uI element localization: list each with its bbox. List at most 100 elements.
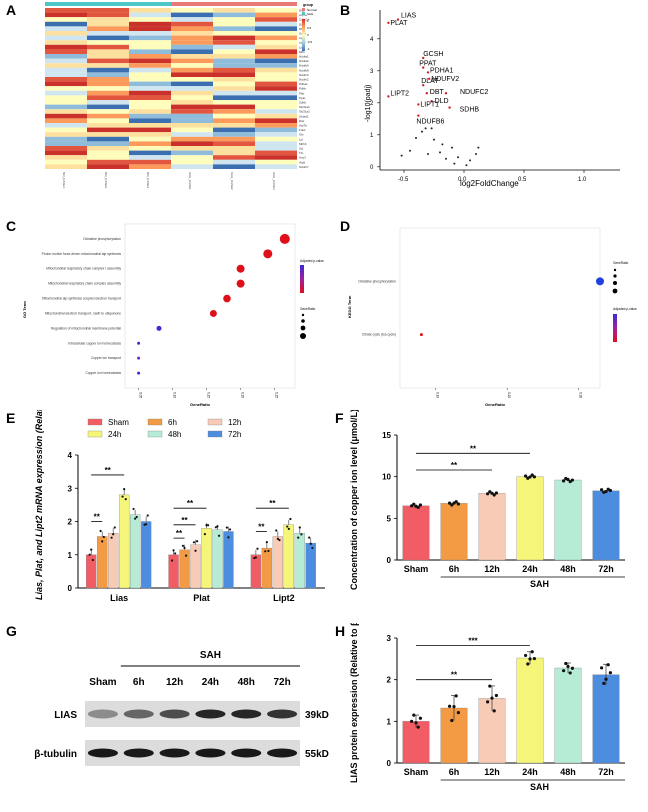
volcano-point-label: NDUFV2 [431,76,459,83]
heatmap-cell [129,63,171,68]
go-term-label: Mitochondrial respiratory chain complex … [46,267,121,271]
volcano-point-highlight [448,106,451,109]
panel-label-d: D [340,218,351,234]
mrna-dot [228,528,232,531]
heatmap-cell [255,86,297,91]
heatmap-cell [129,150,171,156]
heatmap-cell [87,67,129,73]
blot-group-label: SAH [200,650,221,661]
mrna-dot [194,549,197,552]
heatmap-cell [87,44,129,50]
copper-x-tick-label: 12h [484,564,500,574]
heatmap-cell [45,58,87,64]
significance-label: ** [451,671,458,680]
heatmap-cell [171,35,213,41]
heatmap-col-label: NO_CASE2 [104,172,108,188]
heatmap-cell [255,95,297,100]
blot-row-label: β-tubulin [34,749,77,760]
copper-dot [486,492,490,496]
protein-y-tick-label: 3 [387,634,392,643]
scale-tick: 0.5 [307,26,312,30]
heatmap-cell [129,35,171,41]
blot-band [159,709,190,719]
protein-dot [606,663,610,667]
heatmap-cell [129,58,171,64]
heatmap-cell [129,86,171,91]
significance-label: ** [470,444,477,453]
volcano-point [409,149,411,152]
mrna-legend-swatch [147,418,163,426]
blot-band [87,748,118,758]
heatmap-cell [129,113,171,119]
heatmap-cell [87,136,129,142]
heatmap-row-label: Ttn [299,151,304,155]
protein-dot [532,656,536,661]
heatmap-cell [129,77,171,82]
protein-dot [570,666,574,670]
mrna-bar [140,521,152,589]
heatmap-cell [45,132,87,137]
volcano-point [477,146,480,149]
mrna-bar [261,547,273,589]
mrna-dot [297,536,300,539]
heatmap-cell [129,21,171,27]
mrna-dot [132,507,135,511]
heatmap-row-label: Aoc3 [299,156,306,160]
heatmap-row-label: Atp5 [299,160,306,164]
heatmap-row-label: Ndufa1 [299,55,309,59]
volcano-point-highlight [430,100,433,103]
copper-x-tick-label: 48h [560,564,576,574]
heatmap-cell [213,81,255,87]
heatmap-cell [255,104,297,110]
heatmap-cell [45,35,87,41]
kegg-frame [399,227,601,389]
heatmap-col-label: SAH_CASE2 [230,172,234,190]
heatmap-cell [213,54,255,59]
protein-dot [414,721,418,725]
protein-dot [564,661,568,666]
mrna-dot [308,536,311,539]
panel-label-g: G [6,623,17,639]
go-legend-title-ratio: GeneRatio [300,307,315,311]
mrna-dot [278,538,281,542]
heatmap-row-label: Ndufs7 [299,165,309,169]
heatmap-cell [171,159,213,165]
go-x-tick-label: 0.25 [275,392,279,398]
heatmap-row-label: Atp7b [299,124,307,128]
heatmap-cell [129,72,171,77]
go-x-tick-label: 0.15 [207,392,211,398]
volcano-point-highlight [417,103,420,106]
kegg-x-tick-label: 0.20 [507,392,511,398]
panel-label-e: E [6,410,16,426]
heatmap-cell [213,35,255,41]
heatmap-cell [171,150,213,156]
heatmap-cell [213,159,255,165]
heatmap-cell [45,123,87,128]
mrna-y-tick-label: 1 [68,551,73,560]
blot-band [267,748,298,758]
protein-dot [494,693,498,698]
heatmap-cell [45,109,87,114]
heatmap-cell [255,81,297,87]
blot-row-label: LIAS [54,710,77,721]
heatmap-cell [87,58,129,64]
mrna-dot [216,525,219,528]
heatmap-cell [255,17,297,22]
mrna-dot [145,523,148,526]
heatmap-row-label: Ppat [299,96,305,100]
significance-label: ** [105,466,112,475]
heatmap-cell [45,150,87,156]
go-dotplot: Oxidative phosphorylation Proton motive f… [20,218,340,408]
heatmap-cell [213,150,255,156]
mrna-dot [170,559,174,562]
go-ylabel: GO Term [22,301,27,318]
heatmap-cell [45,31,87,36]
volcano-point [441,143,444,146]
protein-x-tick-label: 6h [449,767,460,777]
heatmap-cell [129,127,171,133]
heatmap-cell [171,141,213,146]
legend-sah: SAH [307,12,313,16]
heatmap-cell [45,95,87,100]
copper-dot [566,477,570,482]
